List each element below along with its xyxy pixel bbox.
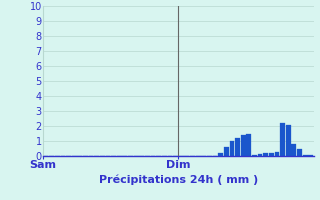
Bar: [280, 123, 285, 156]
Bar: [297, 148, 302, 156]
Bar: [303, 154, 308, 156]
Bar: [275, 152, 279, 156]
Bar: [252, 154, 257, 156]
Bar: [224, 147, 229, 156]
X-axis label: Précipitations 24h ( mm ): Précipitations 24h ( mm ): [99, 174, 258, 185]
Bar: [258, 154, 262, 156]
Bar: [292, 144, 296, 156]
Bar: [229, 141, 234, 156]
Bar: [235, 138, 240, 156]
Bar: [263, 153, 268, 156]
Bar: [218, 153, 223, 156]
Bar: [241, 135, 245, 156]
Bar: [269, 153, 274, 156]
Bar: [308, 155, 313, 156]
Bar: [246, 134, 251, 156]
Bar: [286, 124, 291, 156]
